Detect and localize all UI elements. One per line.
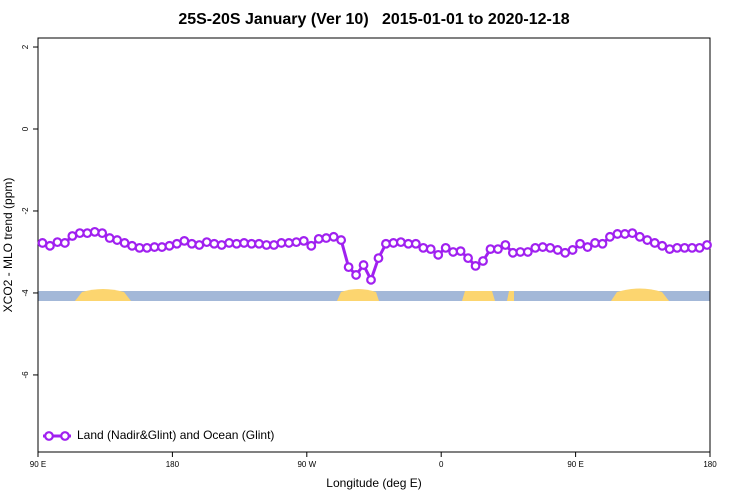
point: [373, 253, 384, 264]
chart-title: 25S-20S January (Ver 10) 2015-01-01 to 2…: [178, 11, 569, 28]
point: [433, 249, 444, 260]
y-tick-label: -6: [21, 371, 30, 379]
land-strip: [462, 291, 495, 301]
point: [627, 228, 638, 239]
legend-label: Land (Nadir&Glint) and Ocean (Glint): [77, 428, 274, 442]
x-tick-label: 90 E: [567, 460, 583, 469]
point: [634, 231, 645, 242]
point: [567, 245, 578, 255]
point: [418, 242, 429, 253]
land-strip: [611, 288, 669, 301]
point: [657, 240, 668, 251]
point: [425, 244, 436, 254]
x-tick-label: 0: [439, 460, 444, 469]
point: [82, 228, 93, 239]
point: [575, 238, 585, 249]
point: [597, 238, 608, 249]
point: [343, 262, 354, 273]
x-tick-label: 180: [166, 460, 180, 469]
point: [157, 242, 167, 252]
point: [59, 238, 70, 248]
point: [358, 260, 369, 270]
x-axis-label: Longitude (deg E): [326, 476, 421, 490]
point: [410, 238, 421, 249]
y-tick-label: 2: [21, 44, 30, 49]
point: [478, 256, 488, 266]
point: [470, 261, 481, 271]
x-tick-label: 90 W: [297, 460, 316, 469]
surface-strip: [38, 288, 710, 301]
point: [351, 270, 361, 280]
point: [97, 228, 108, 239]
point: [493, 244, 503, 254]
point: [582, 242, 593, 252]
y-tick-label: 0: [21, 126, 30, 131]
point: [440, 242, 451, 253]
point: [89, 226, 100, 237]
point: [702, 240, 712, 250]
land-strip: [337, 289, 379, 301]
point: [328, 231, 339, 242]
point: [254, 238, 264, 249]
point: [366, 274, 376, 285]
x-tick-label: 180: [703, 460, 717, 469]
point: [209, 238, 220, 249]
legend-marker: [44, 431, 54, 441]
point: [45, 240, 55, 251]
x-tick-label: 90 E: [30, 460, 46, 469]
point: [664, 244, 675, 254]
point: [306, 240, 317, 251]
point: [395, 237, 406, 248]
land-strip: [75, 289, 131, 301]
point: [463, 253, 473, 264]
point: [291, 237, 302, 248]
point: [455, 246, 466, 257]
point: [201, 237, 212, 248]
point: [336, 235, 347, 245]
legend-marker: [60, 431, 70, 441]
point: [321, 233, 332, 243]
y-axis-label: XCO2 - MLO trend (ppm): [1, 178, 15, 313]
point: [522, 247, 533, 257]
point: [298, 236, 309, 246]
point: [186, 238, 197, 249]
y-tick-label: -2: [21, 207, 30, 215]
y-tick-label: -4: [21, 289, 30, 297]
point: [500, 240, 511, 250]
land-strip: [507, 291, 514, 301]
